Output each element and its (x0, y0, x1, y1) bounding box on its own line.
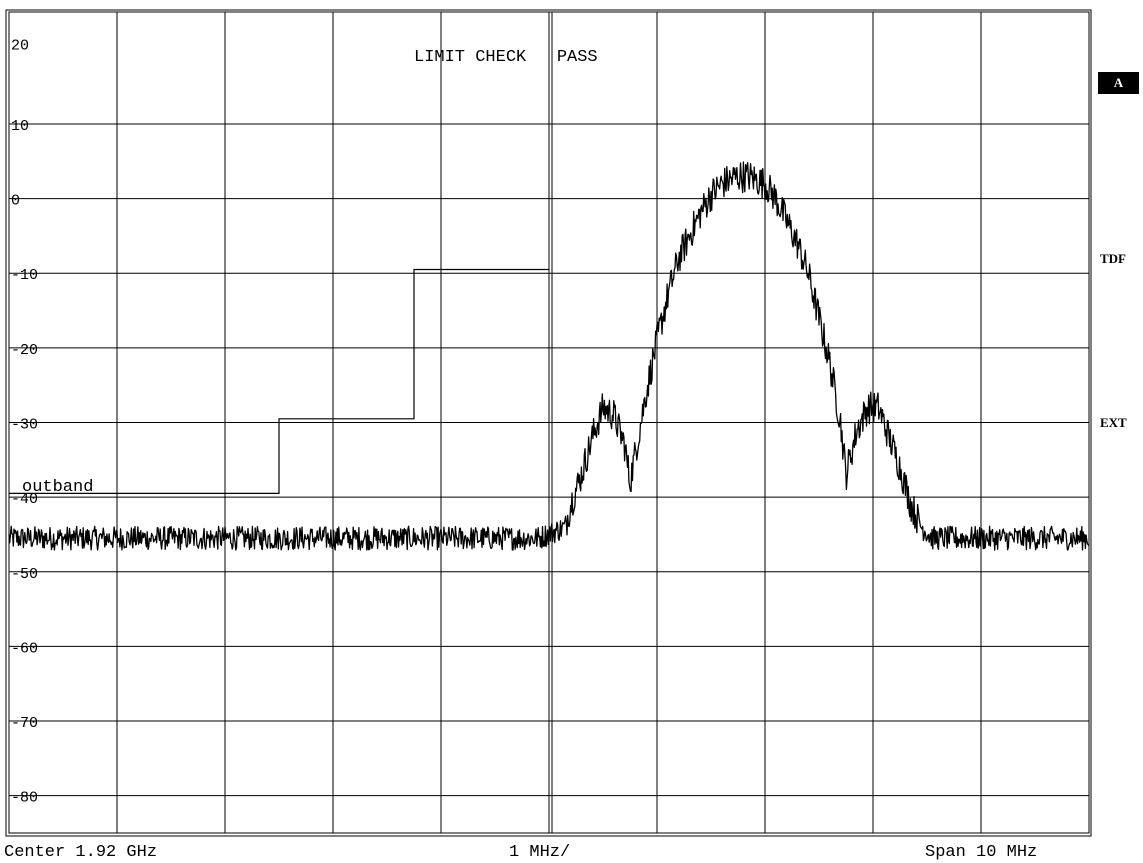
tdf-label: TDF (1100, 251, 1126, 266)
y-tick-label: -50 (11, 566, 38, 583)
y-tick-label: -70 (11, 715, 38, 732)
plot-frame-outer (5, 9, 1092, 837)
limit-line-path (9, 268, 549, 494)
y-tick-label: -60 (11, 640, 38, 657)
y-tick-label: -20 (11, 342, 38, 359)
limit-line (9, 268, 549, 494)
trace-a-badge: A (1098, 72, 1139, 94)
span-label: Span 10 MHz (925, 843, 1038, 862)
division-label: 1 MHz/ (509, 843, 571, 862)
y-tick-labels: 20 10 0 -10 -20 -30 -40 -50 -60 -70 -80 (11, 37, 38, 806)
y-tick-label: -10 (11, 267, 38, 284)
y-tick-label: -80 (11, 790, 38, 807)
y-tick-label: -40 (11, 491, 38, 508)
limit-check-annotation: LIMIT CHECK PASS (414, 48, 598, 67)
y-tick-label: -30 (11, 417, 38, 434)
spectrum-trace-path (8, 161, 1090, 551)
center-frequency-label: Center 1.92 GHz (4, 843, 158, 862)
y-tick-label: 0 (11, 193, 20, 210)
plot-grid (9, 12, 1089, 833)
y-tick-label: 10 (11, 118, 29, 135)
limit-line-label: outband (22, 478, 93, 497)
trace-a-label: A (1113, 75, 1124, 90)
ext-label: EXT (1100, 415, 1127, 430)
spectrum-trace (8, 161, 1090, 551)
y-tick-label: 20 (11, 37, 29, 54)
